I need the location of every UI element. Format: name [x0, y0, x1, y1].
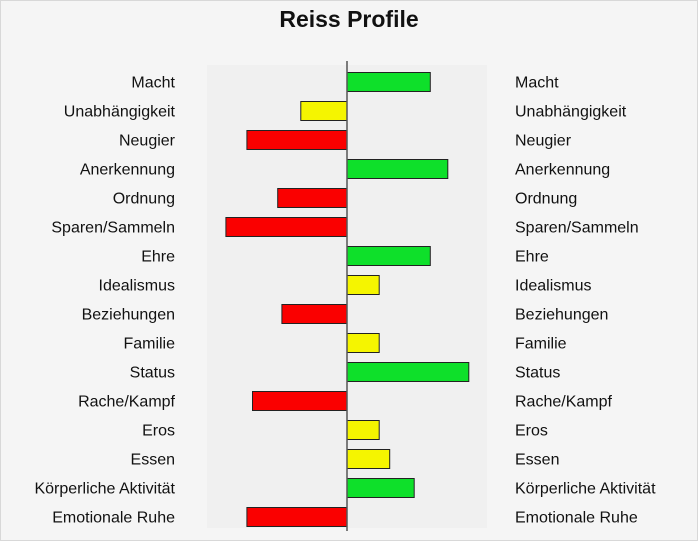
category-label-left: Essen [131, 452, 175, 469]
bar-9 [346, 333, 380, 353]
bar-11 [252, 391, 348, 411]
category-label-right: Anerkennung [515, 162, 610, 179]
category-label-left: Anerkennung [80, 162, 175, 179]
bar-0 [346, 72, 431, 92]
category-label-right: Familie [515, 336, 567, 353]
category-label-right: Eros [515, 423, 548, 440]
category-label-right: Beziehungen [515, 307, 608, 324]
bar-15 [246, 507, 348, 527]
category-label-left: Unabhängigkeit [64, 104, 176, 121]
category-label-right: Idealismus [515, 278, 591, 295]
category-label-left: Ehre [141, 249, 175, 266]
bar-14 [346, 478, 415, 498]
category-label-right: Essen [515, 452, 559, 469]
category-label-left: Eros [142, 423, 175, 440]
category-label-left: Idealismus [99, 278, 175, 295]
bar-6 [346, 246, 431, 266]
category-label-right: Emotionale Ruhe [515, 510, 638, 527]
category-label-right: Status [515, 365, 560, 382]
category-label-right: Körperliche Aktivität [515, 481, 656, 498]
category-label-right: Macht [515, 75, 559, 92]
bar-7 [346, 275, 380, 295]
bar-3 [346, 159, 449, 179]
chart-title: Reiss Profile [279, 6, 419, 32]
bar-4 [277, 188, 348, 208]
category-label-right: Ordnung [515, 191, 577, 208]
category-label-left: Ordnung [113, 191, 175, 208]
category-label-right: Neugier [515, 133, 572, 150]
bar-2 [246, 130, 348, 150]
category-label-right: Rache/Kampf [515, 394, 612, 411]
bar-12 [346, 420, 380, 440]
category-label-left: Körperliche Aktivität [34, 481, 175, 498]
bar-5 [225, 217, 348, 237]
category-label-right: Sparen/Sammeln [515, 220, 639, 237]
category-label-left: Macht [131, 75, 175, 92]
category-label-left: Status [130, 365, 175, 382]
bar-1 [300, 101, 348, 121]
bar-8 [281, 304, 348, 324]
category-label-left: Familie [123, 336, 175, 353]
category-label-left: Emotionale Ruhe [52, 510, 175, 527]
category-label-right: Ehre [515, 249, 549, 266]
category-label-left: Sparen/Sammeln [51, 220, 175, 237]
category-label-left: Neugier [119, 133, 176, 150]
bar-13 [346, 449, 391, 469]
bar-10 [346, 362, 470, 382]
category-label-right: Unabhängigkeit [515, 104, 627, 121]
category-label-left: Rache/Kampf [78, 394, 175, 411]
category-label-left: Beziehungen [82, 307, 175, 324]
